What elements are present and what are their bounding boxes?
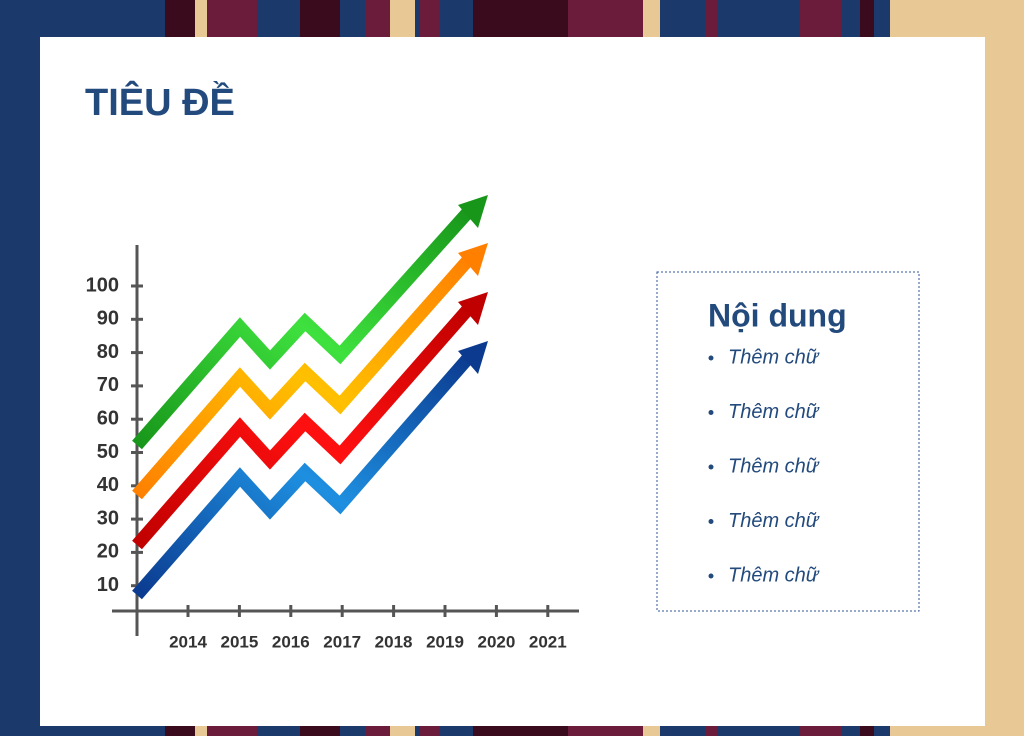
x-tick-label: 2020	[477, 632, 515, 651]
x-tick-label: 2019	[426, 632, 464, 651]
y-tick-label: 20	[97, 541, 119, 563]
y-tick-label: 100	[86, 274, 119, 296]
y-tick-label: 90	[97, 308, 119, 330]
slide-title: TIÊU ĐỀ	[85, 80, 235, 124]
x-tick-label: 2018	[375, 632, 413, 651]
content-heading: Nội dung	[708, 297, 847, 333]
content-item: Thêm chữ	[728, 346, 820, 368]
arrow-red	[132, 292, 488, 550]
y-tick-label: 60	[97, 407, 119, 429]
y-tick-label: 50	[97, 441, 119, 463]
content-item: Thêm chữ	[728, 510, 820, 532]
y-tick-label: 10	[97, 574, 119, 596]
bullet	[708, 410, 714, 415]
x-tick-label: 2014	[169, 632, 207, 651]
x-tick-label: 2021	[529, 632, 567, 651]
x-tick-label: 2016	[272, 632, 310, 651]
x-tick-label: 2017	[323, 632, 361, 651]
content-box	[656, 271, 920, 612]
x-tick-label: 2015	[220, 632, 258, 651]
content-list: Thêm chữ Thêm chữ Thêm chữ Thêm chữ Thêm chữ	[708, 346, 820, 586]
y-tick-label: 40	[97, 474, 119, 496]
arrow-orange	[132, 243, 488, 500]
bullet	[708, 519, 714, 524]
content-item: Thêm chữ	[728, 455, 820, 477]
bullet	[708, 573, 714, 579]
arrows	[132, 195, 488, 600]
arrow-blue	[132, 341, 488, 600]
y-tick-label: 30	[97, 507, 119, 529]
content-item: Thêm chữ	[728, 401, 820, 423]
arrow-green	[132, 195, 488, 450]
content-item: Thêm chữ	[728, 564, 820, 586]
y-tick-label: 70	[97, 374, 119, 396]
bullet	[708, 355, 714, 361]
bullet	[708, 464, 714, 470]
y-tick-label: 80	[97, 341, 119, 363]
